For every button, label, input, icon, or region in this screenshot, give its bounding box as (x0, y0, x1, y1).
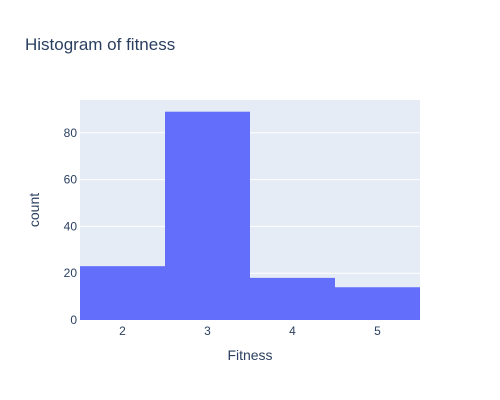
y-axis-label: count (26, 193, 42, 227)
x-tick-label: 2 (119, 324, 126, 338)
y-tick-label: 20 (64, 266, 78, 280)
x-axis-ticks: 2 3 4 5 (119, 324, 381, 338)
chart-title: Histogram of fitness (25, 35, 175, 54)
histogram-bar-3 (165, 111, 250, 321)
y-axis-ticks: 0 20 40 60 80 (64, 126, 78, 327)
x-tick-label: 5 (374, 324, 381, 338)
y-tick-label: 80 (64, 126, 78, 140)
y-tick-label: 0 (70, 313, 77, 327)
x-tick-label: 3 (204, 324, 211, 338)
histogram-bar-2 (80, 266, 165, 320)
y-tick-label: 40 (64, 219, 78, 233)
x-tick-label: 4 (289, 324, 296, 338)
histogram-bar-5 (335, 287, 420, 320)
histogram-bar-4 (250, 277, 335, 320)
y-tick-label: 60 (64, 173, 78, 187)
bars (80, 111, 420, 321)
x-axis-label: Fitness (227, 347, 272, 363)
